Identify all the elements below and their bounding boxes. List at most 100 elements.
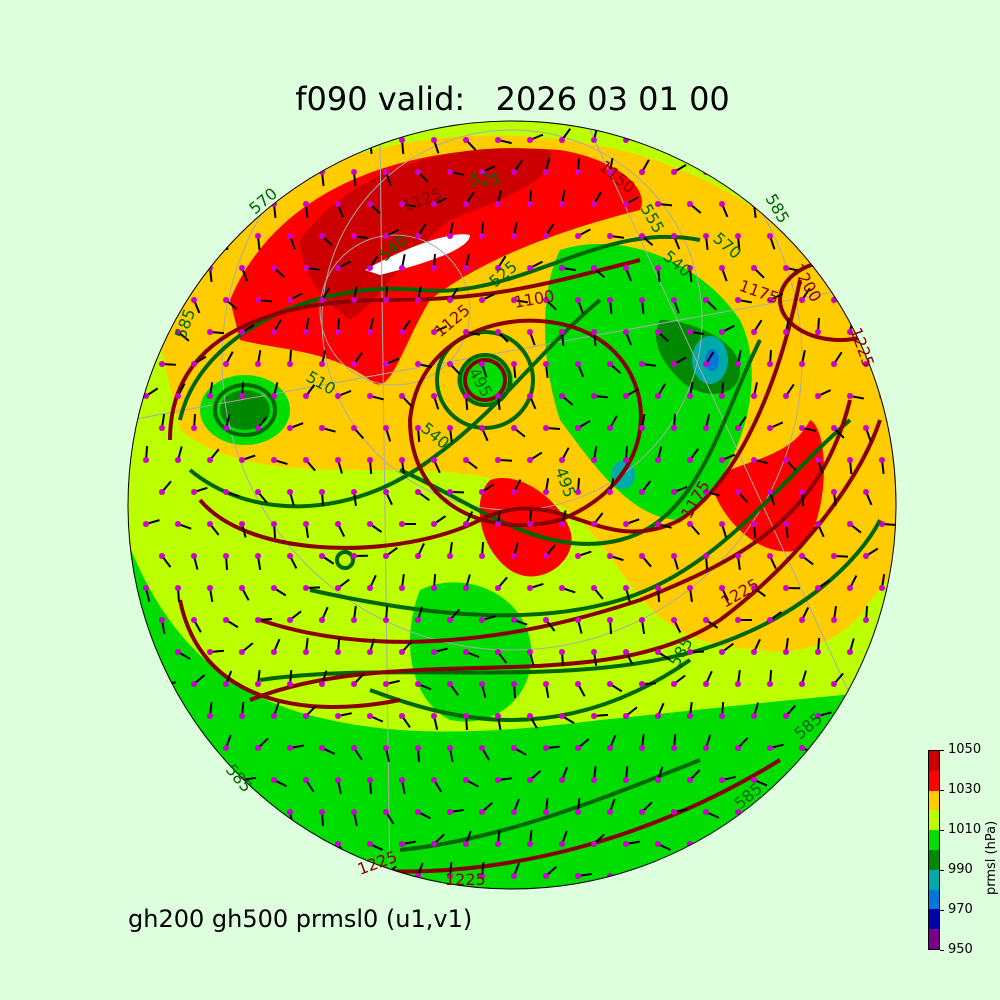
wind-dot xyxy=(415,489,421,495)
wind-dot xyxy=(271,713,277,719)
wind-dot xyxy=(735,873,741,879)
wind-dot xyxy=(303,457,309,463)
wind-dot xyxy=(879,329,885,335)
wind-dot xyxy=(863,553,869,559)
wind-dot xyxy=(751,457,757,463)
wind-dot xyxy=(463,393,469,399)
wind-dot xyxy=(447,425,453,431)
wind-dot xyxy=(655,521,661,527)
wind-dot xyxy=(863,809,869,815)
wind-barb xyxy=(161,235,173,247)
wind-dot xyxy=(431,201,437,207)
wind-dot xyxy=(335,265,341,271)
wind-dot xyxy=(207,585,213,591)
wind-dot xyxy=(351,361,357,367)
wind-dot xyxy=(223,233,229,239)
wind-dot xyxy=(671,681,677,687)
wind-dot xyxy=(527,713,533,719)
wind-dot xyxy=(623,777,629,783)
wind-dot xyxy=(319,425,325,431)
wind-dot xyxy=(799,617,805,623)
wind-dot xyxy=(159,809,165,815)
wind-dot xyxy=(463,137,469,143)
wind-barb xyxy=(833,235,848,241)
wind-barb xyxy=(145,705,158,717)
wind-dot xyxy=(367,329,373,335)
wind-barb xyxy=(305,139,318,150)
wind-dot xyxy=(495,329,501,335)
wind-dot xyxy=(191,553,197,559)
wind-dot xyxy=(367,393,373,399)
wind-dot xyxy=(767,873,773,879)
wind-dot xyxy=(175,137,181,143)
wind-barb xyxy=(898,364,912,366)
wind-dot xyxy=(431,841,437,847)
wind-dot xyxy=(175,713,181,719)
wind-dot xyxy=(143,457,149,463)
wind-barb xyxy=(817,203,824,218)
wind-dot xyxy=(879,457,885,463)
wind-barb xyxy=(898,684,911,689)
wind-dot xyxy=(463,777,469,783)
wind-dot xyxy=(847,841,853,847)
wind-dot xyxy=(271,649,277,655)
wind-dot xyxy=(143,265,149,271)
wind-dot xyxy=(463,457,469,463)
wind-dot xyxy=(495,201,501,207)
wind-dot xyxy=(831,425,837,431)
wind-dot xyxy=(671,553,677,559)
wind-barb xyxy=(881,319,891,333)
wind-dot xyxy=(671,489,677,495)
wind-barb xyxy=(898,492,909,501)
wind-barb xyxy=(881,139,885,155)
wind-dot xyxy=(527,585,533,591)
wind-dot xyxy=(255,169,261,175)
wind-dot xyxy=(655,265,661,271)
wind-dot xyxy=(495,649,501,655)
wind-dot xyxy=(559,265,565,271)
wind-dot xyxy=(591,649,597,655)
wind-dot xyxy=(735,809,741,815)
wind-dot xyxy=(607,169,613,175)
wind-dot xyxy=(767,425,773,431)
wind-dot xyxy=(287,489,293,495)
wind-dot xyxy=(719,713,725,719)
wind-dot xyxy=(863,425,869,431)
wind-dot xyxy=(287,873,293,879)
wind-dot xyxy=(255,361,261,367)
wind-dot xyxy=(239,841,245,847)
wind-dot xyxy=(607,233,613,239)
wind-dot xyxy=(511,617,517,623)
wind-barb xyxy=(801,875,815,884)
colorbar-tick: 990 xyxy=(940,862,973,878)
wind-dot xyxy=(879,521,885,527)
wind-barb xyxy=(161,875,170,889)
wind-barb xyxy=(337,139,345,154)
wind-dot xyxy=(303,841,309,847)
wind-dot xyxy=(287,297,293,303)
wind-dot xyxy=(559,841,565,847)
wind-dot xyxy=(719,457,725,463)
wind-dot xyxy=(447,233,453,239)
wind-dot xyxy=(783,457,789,463)
wind-barb xyxy=(161,801,174,813)
wind-barb xyxy=(145,331,153,346)
wind-dot xyxy=(623,841,629,847)
wind-dot xyxy=(719,841,725,847)
wind-dot xyxy=(847,201,853,207)
wind-barb xyxy=(177,203,192,208)
wind-dot xyxy=(655,329,661,335)
wind-dot xyxy=(159,361,165,367)
wind-dot xyxy=(159,745,165,751)
wind-dot xyxy=(479,873,485,879)
wind-barb xyxy=(881,203,896,209)
wind-barb xyxy=(209,127,219,141)
wind-dot xyxy=(287,169,293,175)
wind-dot xyxy=(863,873,869,879)
wind-dot xyxy=(527,329,533,335)
wind-dot xyxy=(527,457,533,463)
wind-dot xyxy=(207,457,213,463)
wind-dot xyxy=(335,777,341,783)
wind-barb xyxy=(849,715,864,722)
wind-barb xyxy=(865,679,880,685)
